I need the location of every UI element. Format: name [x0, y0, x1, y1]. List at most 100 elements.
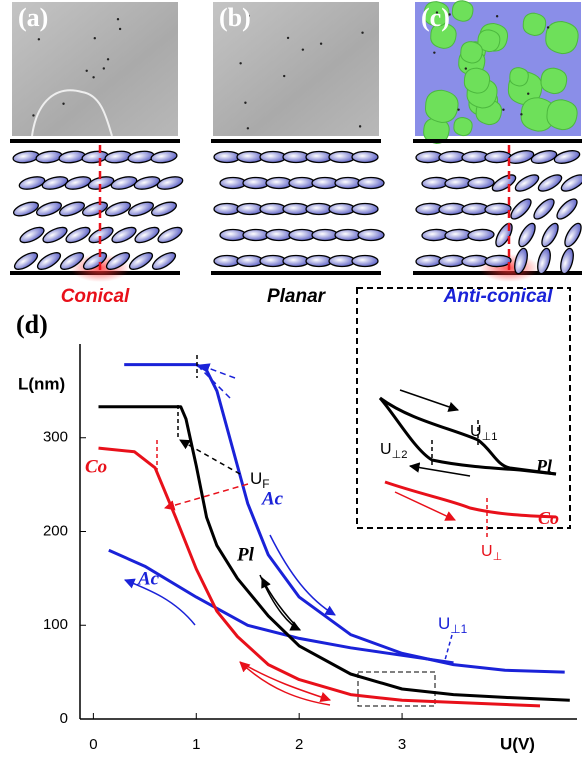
y-tick-label: 100: [43, 616, 68, 633]
guide: [240, 662, 330, 700]
domain: [546, 22, 578, 54]
molecule: [12, 199, 40, 218]
molecule: [64, 224, 92, 245]
domain: [541, 68, 567, 94]
molecule: [507, 148, 535, 165]
defect: [457, 108, 459, 110]
molecule: [439, 151, 466, 163]
molecule: [422, 229, 449, 241]
molecule: [416, 151, 443, 163]
defect: [92, 76, 94, 78]
molecule: [335, 178, 361, 189]
molecule: [536, 172, 564, 195]
defect: [38, 38, 40, 40]
molecule: [127, 150, 154, 165]
molecule: [445, 229, 472, 241]
y-tick-label: 0: [60, 710, 68, 727]
molecule: [237, 204, 263, 215]
y-axis-label: L(nm): [18, 374, 65, 393]
annotation-sub: ⊥1: [450, 622, 467, 636]
defect: [302, 48, 304, 50]
molecule: [260, 152, 286, 163]
x-tick-label: 3: [398, 736, 406, 753]
domain: [461, 42, 483, 63]
molecule: [508, 196, 534, 222]
defect: [502, 108, 504, 110]
defect: [520, 113, 522, 115]
molecule: [214, 152, 240, 163]
molecule: [214, 256, 240, 267]
defect: [547, 26, 549, 28]
y-tick-label: 200: [43, 522, 68, 539]
molecule: [530, 148, 558, 165]
curve-label: Pl: [236, 544, 255, 565]
domain: [510, 68, 529, 86]
guide: [410, 466, 470, 476]
guide: [260, 575, 300, 630]
molecule: [445, 177, 472, 189]
defect: [283, 75, 285, 77]
molecule: [283, 152, 309, 163]
defect: [287, 37, 289, 39]
molecule: [553, 148, 581, 165]
panel-label: (d): [16, 310, 48, 339]
molecule: [352, 256, 378, 267]
molecule: [266, 230, 292, 241]
annotation: UF: [250, 469, 270, 491]
molecule: [562, 221, 582, 249]
molecule: [18, 175, 46, 192]
molecule: [220, 178, 246, 189]
molecule: [127, 199, 155, 218]
molecule: [312, 178, 338, 189]
molecule: [462, 203, 489, 215]
defect: [247, 127, 249, 129]
molecule: [58, 199, 86, 218]
molecule: [358, 178, 384, 189]
domain: [523, 13, 546, 35]
guide: [400, 390, 458, 410]
molecule: [41, 224, 69, 245]
panel-label: (c): [421, 3, 450, 32]
domain: [452, 1, 473, 21]
molecule: [289, 178, 315, 189]
figure: (a)Conical(b)Planar(c)Anti-conical (d) 0 1…: [0, 0, 582, 766]
guide: [200, 365, 235, 378]
curve-label: Co: [85, 456, 107, 477]
substrate-top: [413, 139, 582, 143]
annotation-base: U: [481, 543, 493, 560]
molecule: [306, 256, 332, 267]
domain: [454, 118, 472, 136]
molecule: [283, 256, 309, 267]
defect: [239, 62, 241, 64]
molecule: [358, 230, 384, 241]
molecule: [468, 177, 495, 189]
top-panels: (a)Conical(b)Planar(c)Anti-conical: [10, 1, 582, 307]
x-tick-label: 2: [295, 736, 303, 753]
annotation-sub: F: [262, 477, 269, 491]
x-tick-label: 1: [192, 736, 200, 753]
annotation-sub: ⊥: [493, 551, 503, 563]
annotation: U⊥1: [438, 614, 468, 636]
defect: [103, 67, 105, 69]
curve: [124, 365, 565, 672]
substrate-top: [10, 139, 180, 143]
molecule: [133, 175, 161, 192]
molecule: [554, 196, 580, 222]
molecule: [81, 199, 109, 218]
molecule: [64, 175, 92, 192]
substrate-top: [211, 139, 381, 143]
molecule: [559, 172, 582, 195]
molecule: [18, 224, 46, 245]
defect: [465, 67, 467, 69]
inset-curve-label: Co: [538, 508, 559, 528]
defect: [496, 15, 498, 17]
molecule: [12, 150, 39, 165]
molecule: [306, 204, 332, 215]
defect: [433, 51, 435, 53]
molecule: [468, 229, 495, 241]
molecule: [329, 256, 355, 267]
guide: [125, 580, 195, 625]
panel-label: (b): [219, 3, 251, 32]
molecule: [329, 152, 355, 163]
molecule: [329, 204, 355, 215]
